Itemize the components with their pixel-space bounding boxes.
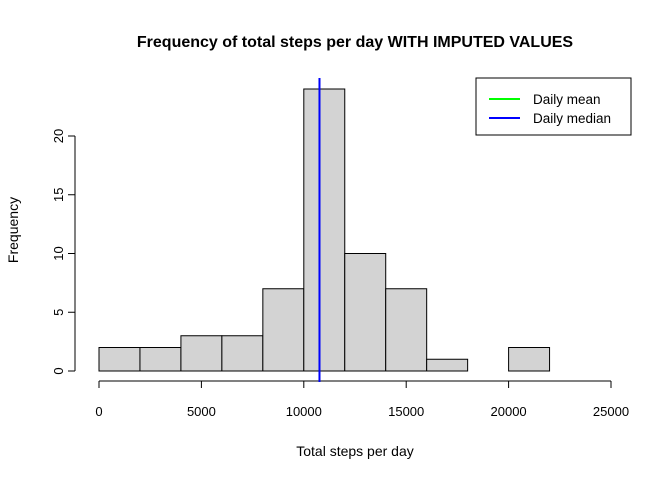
histogram-bar-0 xyxy=(98,347,141,372)
histogram-bar-5 xyxy=(303,88,346,372)
chart-title: Frequency of total steps per day WITH IM… xyxy=(137,34,574,51)
legend-label: Daily mean xyxy=(533,92,601,107)
y-axis: 0 5 10 15 20 xyxy=(51,129,76,375)
bars-group xyxy=(98,88,551,372)
histogram-bar-1 xyxy=(139,347,182,372)
histogram-bar-7 xyxy=(385,288,428,372)
x-axis: 0 5000 10000 15000 20000 25000 xyxy=(95,380,629,419)
legend-box xyxy=(475,77,632,136)
histogram-bar-3 xyxy=(221,335,264,372)
y-tick-label: 15 xyxy=(51,188,66,202)
histogram-bar-8 xyxy=(426,358,469,372)
histogram-bar-10 xyxy=(508,347,551,372)
x-tick-label: 0 xyxy=(95,404,102,419)
x-axis-label: Total steps per day xyxy=(296,443,414,459)
y-tick-label: 0 xyxy=(51,367,66,374)
y-tick-label: 5 xyxy=(51,309,66,316)
x-tick-label: 15000 xyxy=(388,404,424,419)
histogram-bar-4 xyxy=(262,288,305,372)
y-axis-label: Frequency xyxy=(5,197,21,263)
histogram-bar-6 xyxy=(344,253,387,372)
y-tick-label: 20 xyxy=(51,129,66,143)
histogram-bar-2 xyxy=(180,335,223,372)
legend: Daily mean Daily median xyxy=(475,77,632,136)
x-tick-label: 20000 xyxy=(491,404,527,419)
y-tick-label: 10 xyxy=(51,246,66,260)
x-tick-label: 25000 xyxy=(593,404,629,419)
legend-label: Daily median xyxy=(533,111,611,126)
x-tick-label: 5000 xyxy=(187,404,216,419)
x-tick-label: 10000 xyxy=(286,404,322,419)
